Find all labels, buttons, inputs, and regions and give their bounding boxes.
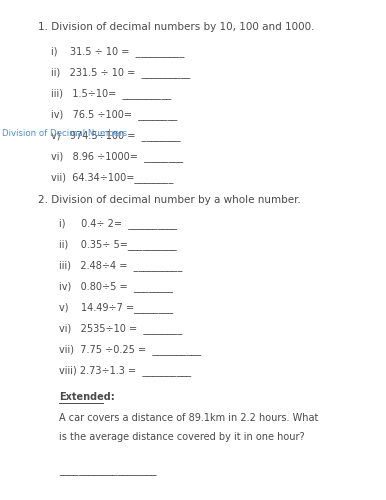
Text: vi)   8.96 ÷1000=  ________: vi) 8.96 ÷1000= ________	[51, 152, 183, 162]
Text: i)     0.4÷ 2=  __________: i) 0.4÷ 2= __________	[59, 218, 177, 230]
Text: vii)  7.75 ÷0.25 =  __________: vii) 7.75 ÷0.25 = __________	[59, 344, 201, 356]
Text: ii)    0.35÷ 5=__________: ii) 0.35÷ 5=__________	[59, 240, 176, 250]
Text: 2. Division of decimal number by a whole number.: 2. Division of decimal number by a whole…	[38, 194, 301, 204]
Text: iv)   76.5 ÷100=  ________: iv) 76.5 ÷100= ________	[51, 110, 178, 120]
Text: iii)   1.5÷10=  __________: iii) 1.5÷10= __________	[51, 88, 171, 100]
Text: iv)   0.80÷5 =  ________: iv) 0.80÷5 = ________	[59, 282, 173, 292]
Text: v)   974.5÷100 =  ________: v) 974.5÷100 = ________	[51, 130, 181, 141]
Text: vi)   2535÷10 =  ________: vi) 2535÷10 = ________	[59, 324, 182, 334]
Text: iii)   2.48÷4 =  __________: iii) 2.48÷4 = __________	[59, 260, 182, 272]
Text: vii)  64.34÷100=________: vii) 64.34÷100=________	[51, 172, 173, 184]
Text: A car covers a distance of 89.1km in 2.2 hours. What: A car covers a distance of 89.1km in 2.2…	[59, 412, 318, 422]
Text: ____________________: ____________________	[59, 466, 156, 475]
Text: Division of Decimal Numbers: Division of Decimal Numbers	[2, 129, 127, 138]
Text: ii)   231.5 ÷ 10 =  __________: ii) 231.5 ÷ 10 = __________	[51, 68, 190, 78]
Text: viii) 2.73÷1.3 =  __________: viii) 2.73÷1.3 = __________	[59, 366, 191, 376]
Text: Extended:: Extended:	[59, 392, 115, 402]
Text: 1. Division of decimal numbers by 10, 100 and 1000.: 1. Division of decimal numbers by 10, 10…	[38, 22, 314, 32]
Text: v)    14.49÷7 =________: v) 14.49÷7 =________	[59, 302, 173, 314]
Text: i)    31.5 ÷ 10 =  __________: i) 31.5 ÷ 10 = __________	[51, 46, 185, 58]
Text: is the average distance covered by it in one hour?: is the average distance covered by it in…	[59, 432, 304, 442]
